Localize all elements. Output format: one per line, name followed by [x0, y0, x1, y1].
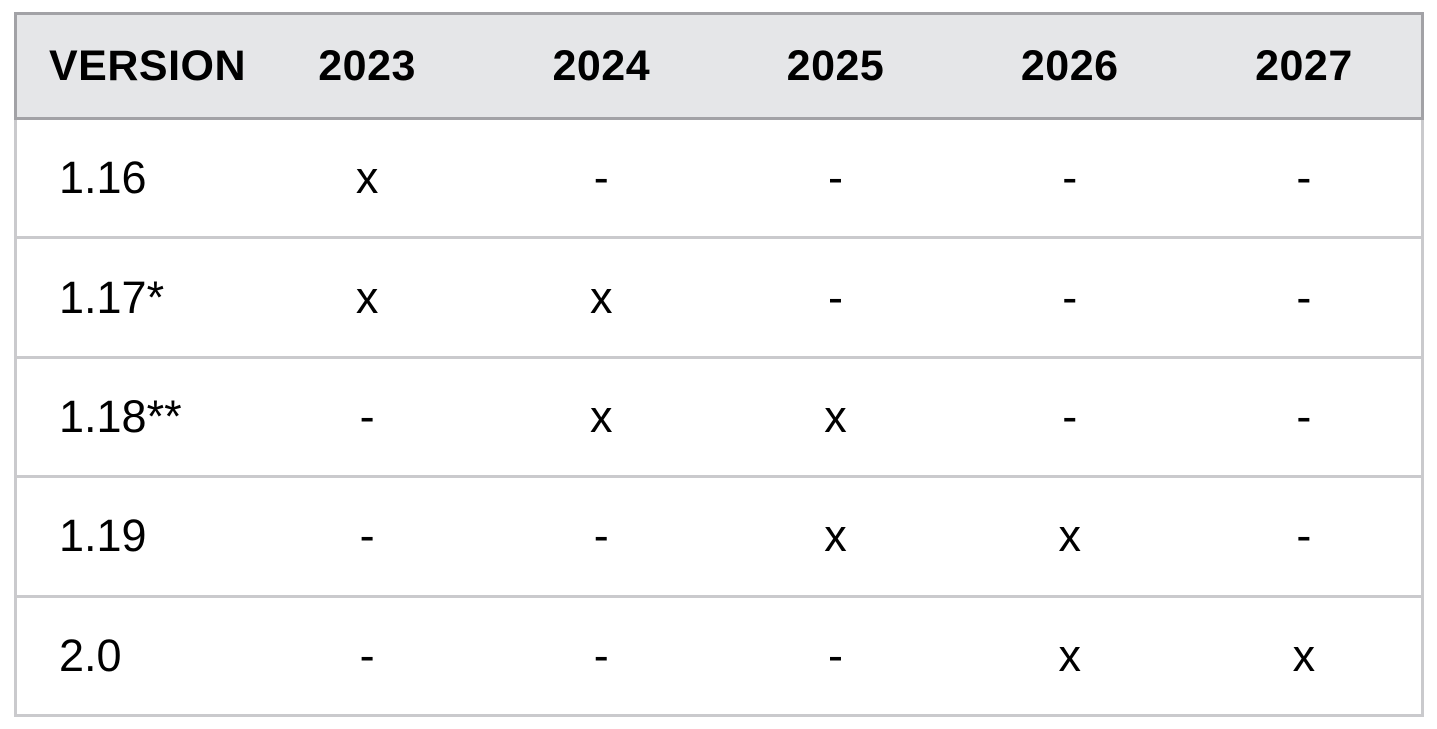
table-row-1-18: 1.18** - x x - - [17, 359, 1421, 479]
table-cell: - [1062, 152, 1078, 204]
version-cell: 2.0 [59, 629, 122, 681]
table-cell: - [593, 152, 609, 204]
table-cell: - [1062, 271, 1078, 323]
version-cell: 1.17* [59, 271, 165, 323]
table-cell: - [1296, 271, 1312, 323]
table-cell: - [593, 629, 609, 681]
table-row-2-0: 2.0 - - - x x [17, 598, 1421, 714]
column-header-2026: 2026 [1020, 41, 1119, 90]
table-cell: - [359, 629, 375, 681]
table-cell: x [590, 391, 613, 443]
table-cell: x [590, 271, 613, 323]
table-header-row: VERSION 2023 2024 2025 2026 2027 [14, 12, 1424, 120]
table-cell: - [359, 391, 375, 443]
column-header-2023: 2023 [318, 41, 416, 90]
table-cell: x [355, 271, 379, 323]
table-row-1-16: 1.16 x - - - - [17, 120, 1421, 240]
table-cell: - [1296, 510, 1312, 562]
table-cell: - [828, 152, 843, 204]
column-header-2027: 2027 [1255, 41, 1353, 90]
version-support-table: VERSION 2023 2024 2025 2026 2027 1.16 x … [14, 12, 1424, 717]
version-cell: 1.16 [59, 152, 147, 204]
table-cell: x [355, 152, 379, 204]
table-cell: x [1058, 629, 1081, 681]
table-cell: - [1296, 391, 1312, 443]
table-cell: x [824, 510, 847, 562]
table-cell: - [1296, 152, 1312, 204]
table-cell: - [593, 510, 609, 562]
table-cell: - [828, 271, 843, 323]
version-cell: 1.19 [59, 510, 147, 562]
table-cell: - [359, 510, 375, 562]
column-header-version: VERSION [49, 41, 247, 90]
table-cell: - [828, 629, 843, 681]
column-header-2024: 2024 [552, 41, 651, 90]
table-cell: - [1062, 391, 1078, 443]
table-cell: x [1292, 629, 1316, 681]
table-row-1-17: 1.17* x x - - - [17, 239, 1421, 359]
table-cell: x [824, 391, 847, 443]
table-row-1-19: 1.19 - - x x - [17, 478, 1421, 598]
table-cell: x [1058, 510, 1081, 562]
version-cell: 1.18** [59, 391, 182, 443]
column-header-2025: 2025 [786, 41, 885, 90]
table-body: 1.16 x - - - - 1.17* x x - - - 1.18** - … [14, 120, 1424, 717]
